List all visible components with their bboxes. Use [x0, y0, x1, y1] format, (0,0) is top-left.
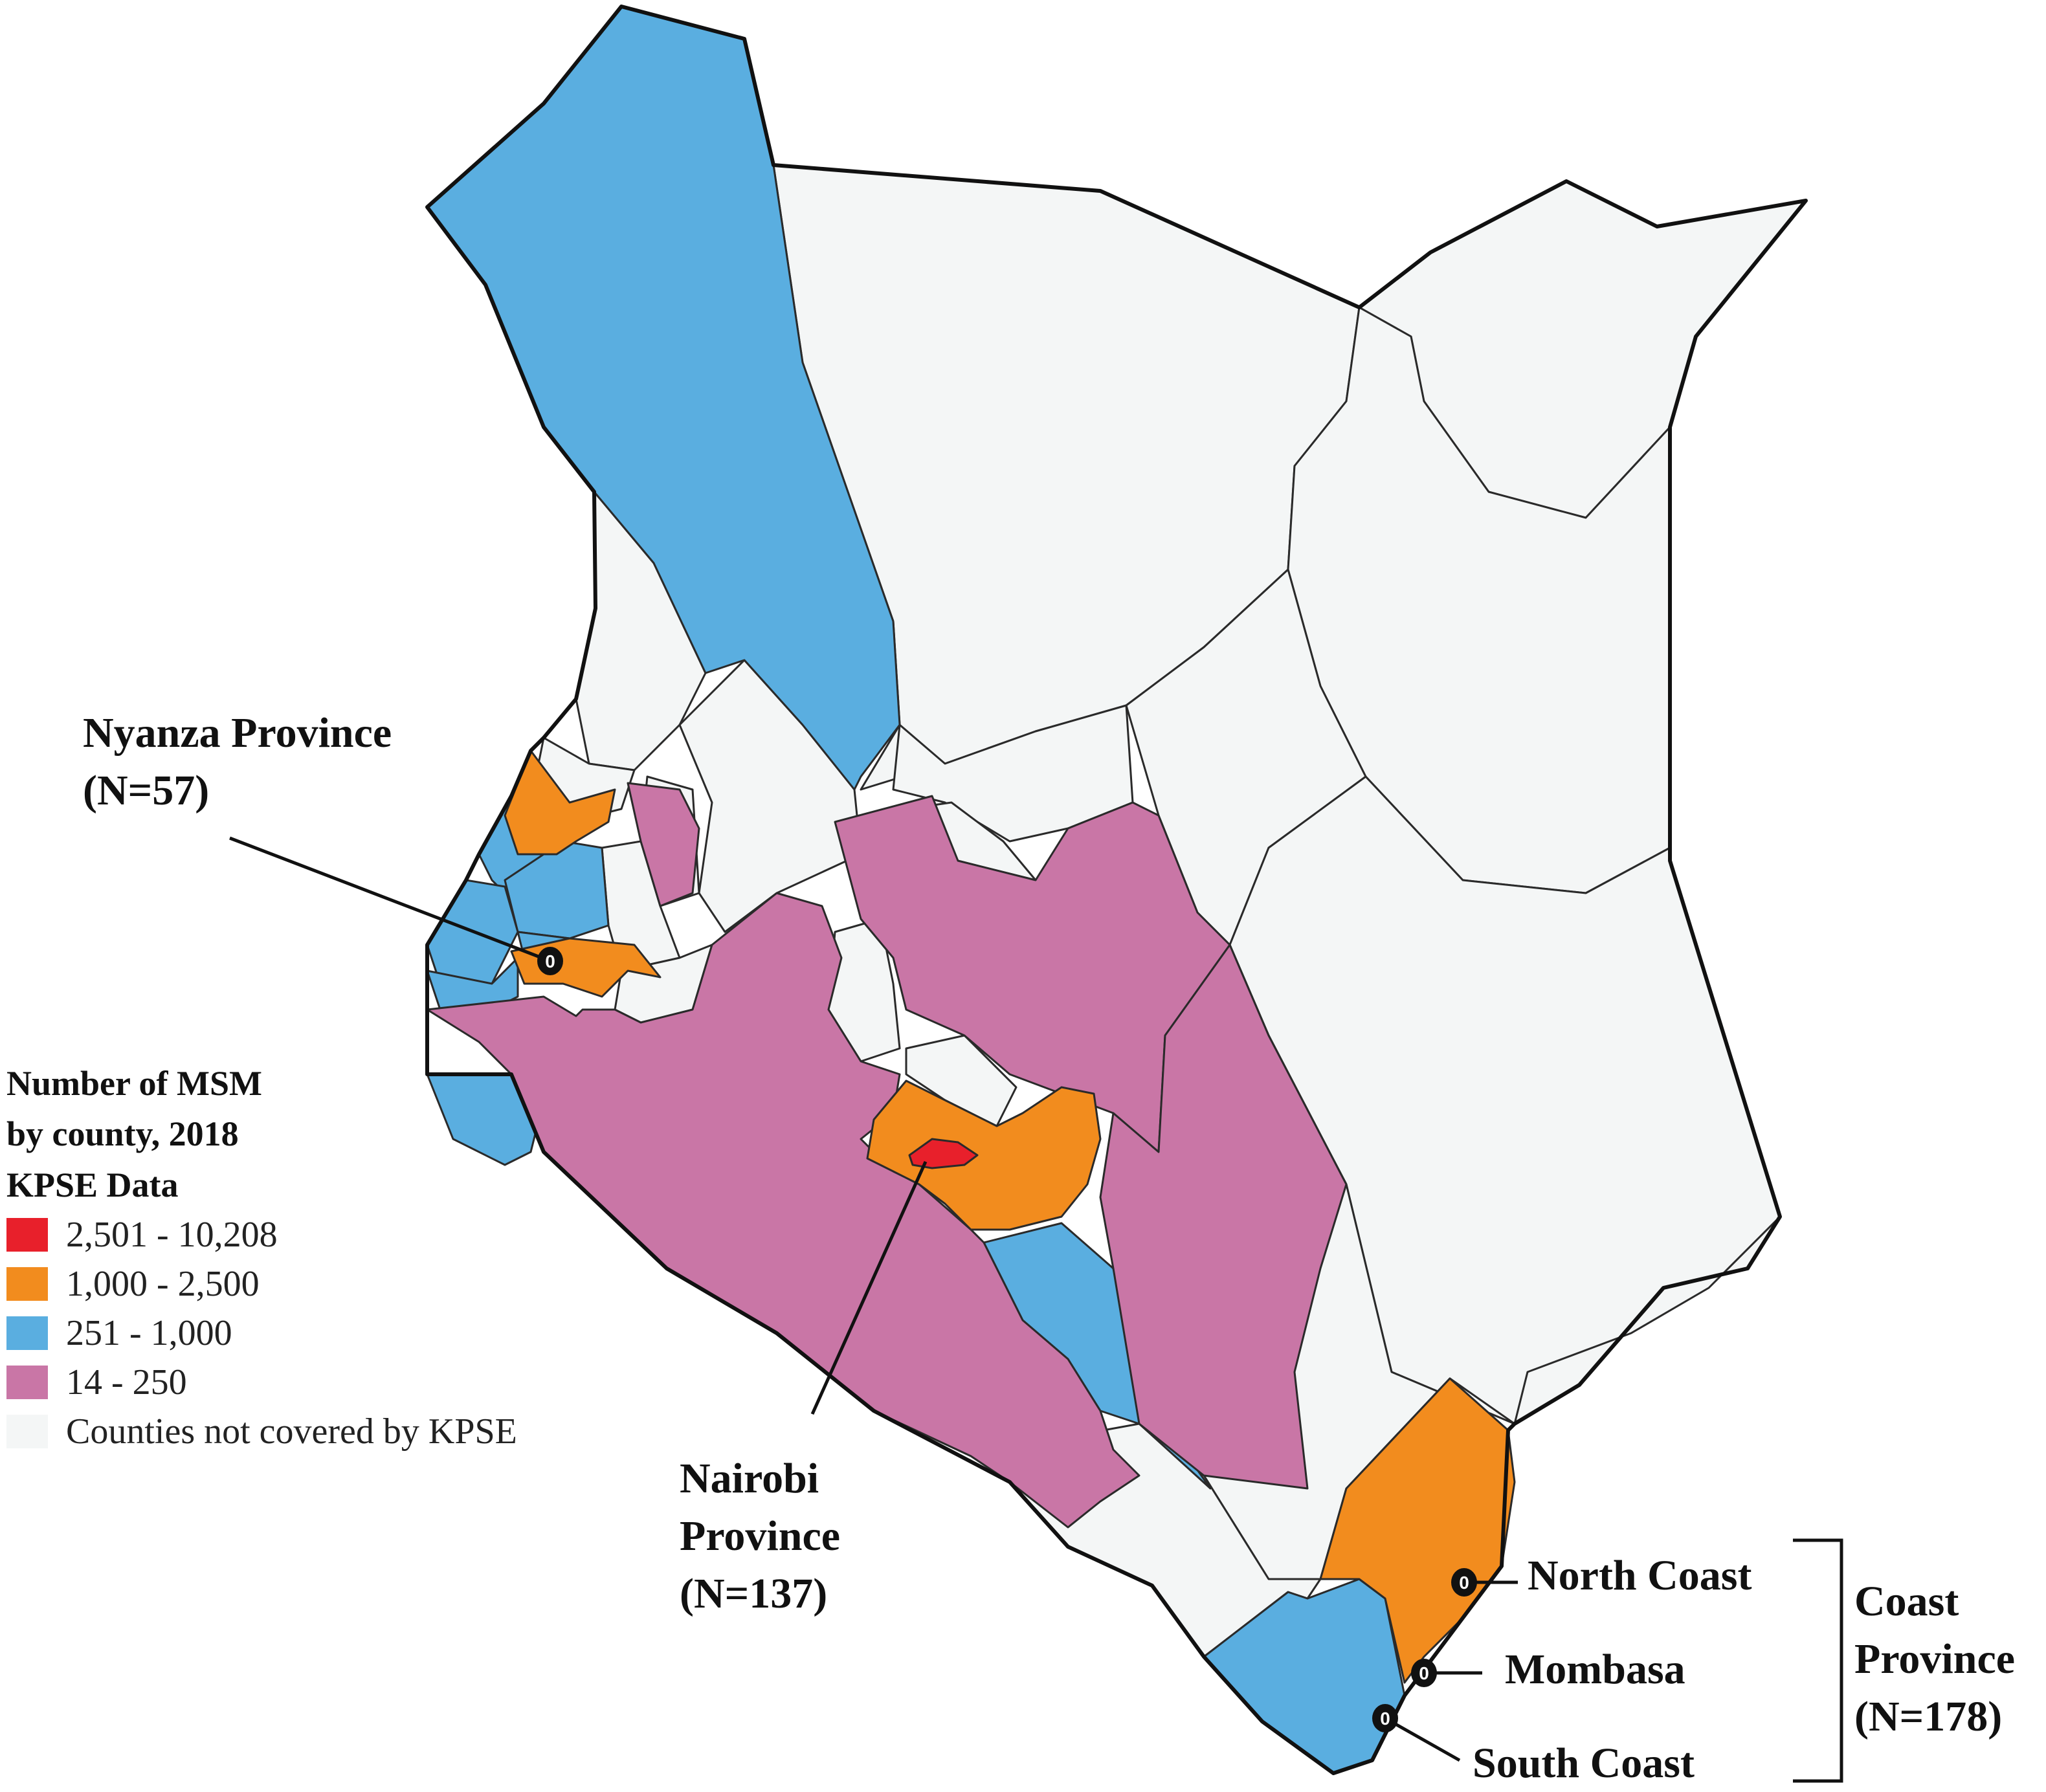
- legend-item-red: 2,501 - 10,208: [6, 1210, 641, 1259]
- nairobi-n: (N=137): [680, 1570, 828, 1618]
- county-kitui: [1099, 944, 1348, 1490]
- nairobi-leader-line: [810, 1160, 928, 1415]
- nyanza-province-name: Nyanza Province: [83, 709, 392, 757]
- coast-province-line1: Coast: [1854, 1578, 1959, 1625]
- north-coast-marker: [1451, 1568, 1477, 1597]
- nairobi-label: Nairobi Province (N=137): [680, 1450, 840, 1622]
- legend-item-orange: 1,000 - 2,500: [6, 1259, 641, 1309]
- legend-label: 1,000 - 2,500: [66, 1263, 260, 1304]
- map-legend: Number of MSM by county, 2018 KPSE Data …: [6, 1058, 641, 1456]
- legend-swatch-white: [6, 1414, 48, 1448]
- marker-glyphs: 0 0 0 0: [545, 951, 1469, 1729]
- nyanza-label: Nyanza Province (N=57): [83, 704, 392, 819]
- mombasa-marker: [1411, 1659, 1437, 1687]
- legend-item-white: Counties not covered by KPSE: [6, 1407, 641, 1456]
- south-coast-marker: [1372, 1704, 1398, 1732]
- south-coast-marker-label: 0: [1380, 1709, 1390, 1729]
- legend-label: 14 - 250: [66, 1362, 187, 1402]
- legend-item-pink: 14 - 250: [6, 1358, 641, 1407]
- nyanza-marker-label: 0: [545, 951, 555, 971]
- coast-province-n: (N=178): [1854, 1693, 2003, 1741]
- county-nairobi: [908, 1138, 979, 1169]
- legend-title-line-3: KPSE Data: [6, 1165, 179, 1204]
- legend-label: 2,501 - 10,208: [66, 1214, 278, 1255]
- mombasa-label: Mombasa: [1505, 1646, 1685, 1693]
- counties-not-covered: [529, 164, 1807, 1658]
- legend-swatch-red: [6, 1217, 48, 1252]
- county-kiambu-muranga: [866, 1079, 1102, 1231]
- legend-title-line-2: by county, 2018: [6, 1114, 239, 1154]
- coast-province-bracket: [1793, 1538, 1843, 1783]
- nyanza-marker: [537, 947, 563, 975]
- north-coast-marker-label: 0: [1459, 1573, 1469, 1593]
- legend-swatch-orange: [6, 1267, 48, 1301]
- nairobi-name-line2: Province: [680, 1512, 841, 1560]
- nyanza-leader-line: [229, 836, 551, 963]
- legend-title-line-1: Number of MSM: [6, 1064, 262, 1103]
- nairobi-name-line1: Nairobi: [680, 1455, 819, 1502]
- mombasa-marker-label: 0: [1419, 1663, 1429, 1683]
- counties-14-250: [426, 782, 1348, 1529]
- nyanza-n: (N=57): [83, 767, 210, 815]
- county-uasin-gishu: [627, 782, 700, 907]
- legend-title: Number of MSM by county, 2018 KPSE Data: [6, 1058, 641, 1210]
- legend-label: Counties not covered by KPSE: [66, 1411, 517, 1452]
- south-coast-leader-line: [1384, 1716, 1461, 1762]
- callout-lines: [229, 836, 1843, 1783]
- site-markers: [537, 947, 1477, 1732]
- counties-1000-2500: [504, 749, 1516, 1684]
- coast-province-label: Coast Province (N=178): [1854, 1573, 2015, 1745]
- coast-province-line2: Province: [1854, 1635, 2016, 1683]
- country-outline: [425, 5, 1808, 1775]
- north-coast-label: North Coast: [1528, 1552, 1752, 1599]
- legend-swatch-blue: [6, 1316, 48, 1350]
- legend-swatch-pink: [6, 1365, 48, 1399]
- county-trans-nzoia-orange: [504, 749, 616, 856]
- legend-label: 251 - 1,000: [66, 1312, 232, 1353]
- legend-item-blue: 251 - 1,000: [6, 1309, 641, 1358]
- south-coast-label: South Coast: [1473, 1740, 1695, 1787]
